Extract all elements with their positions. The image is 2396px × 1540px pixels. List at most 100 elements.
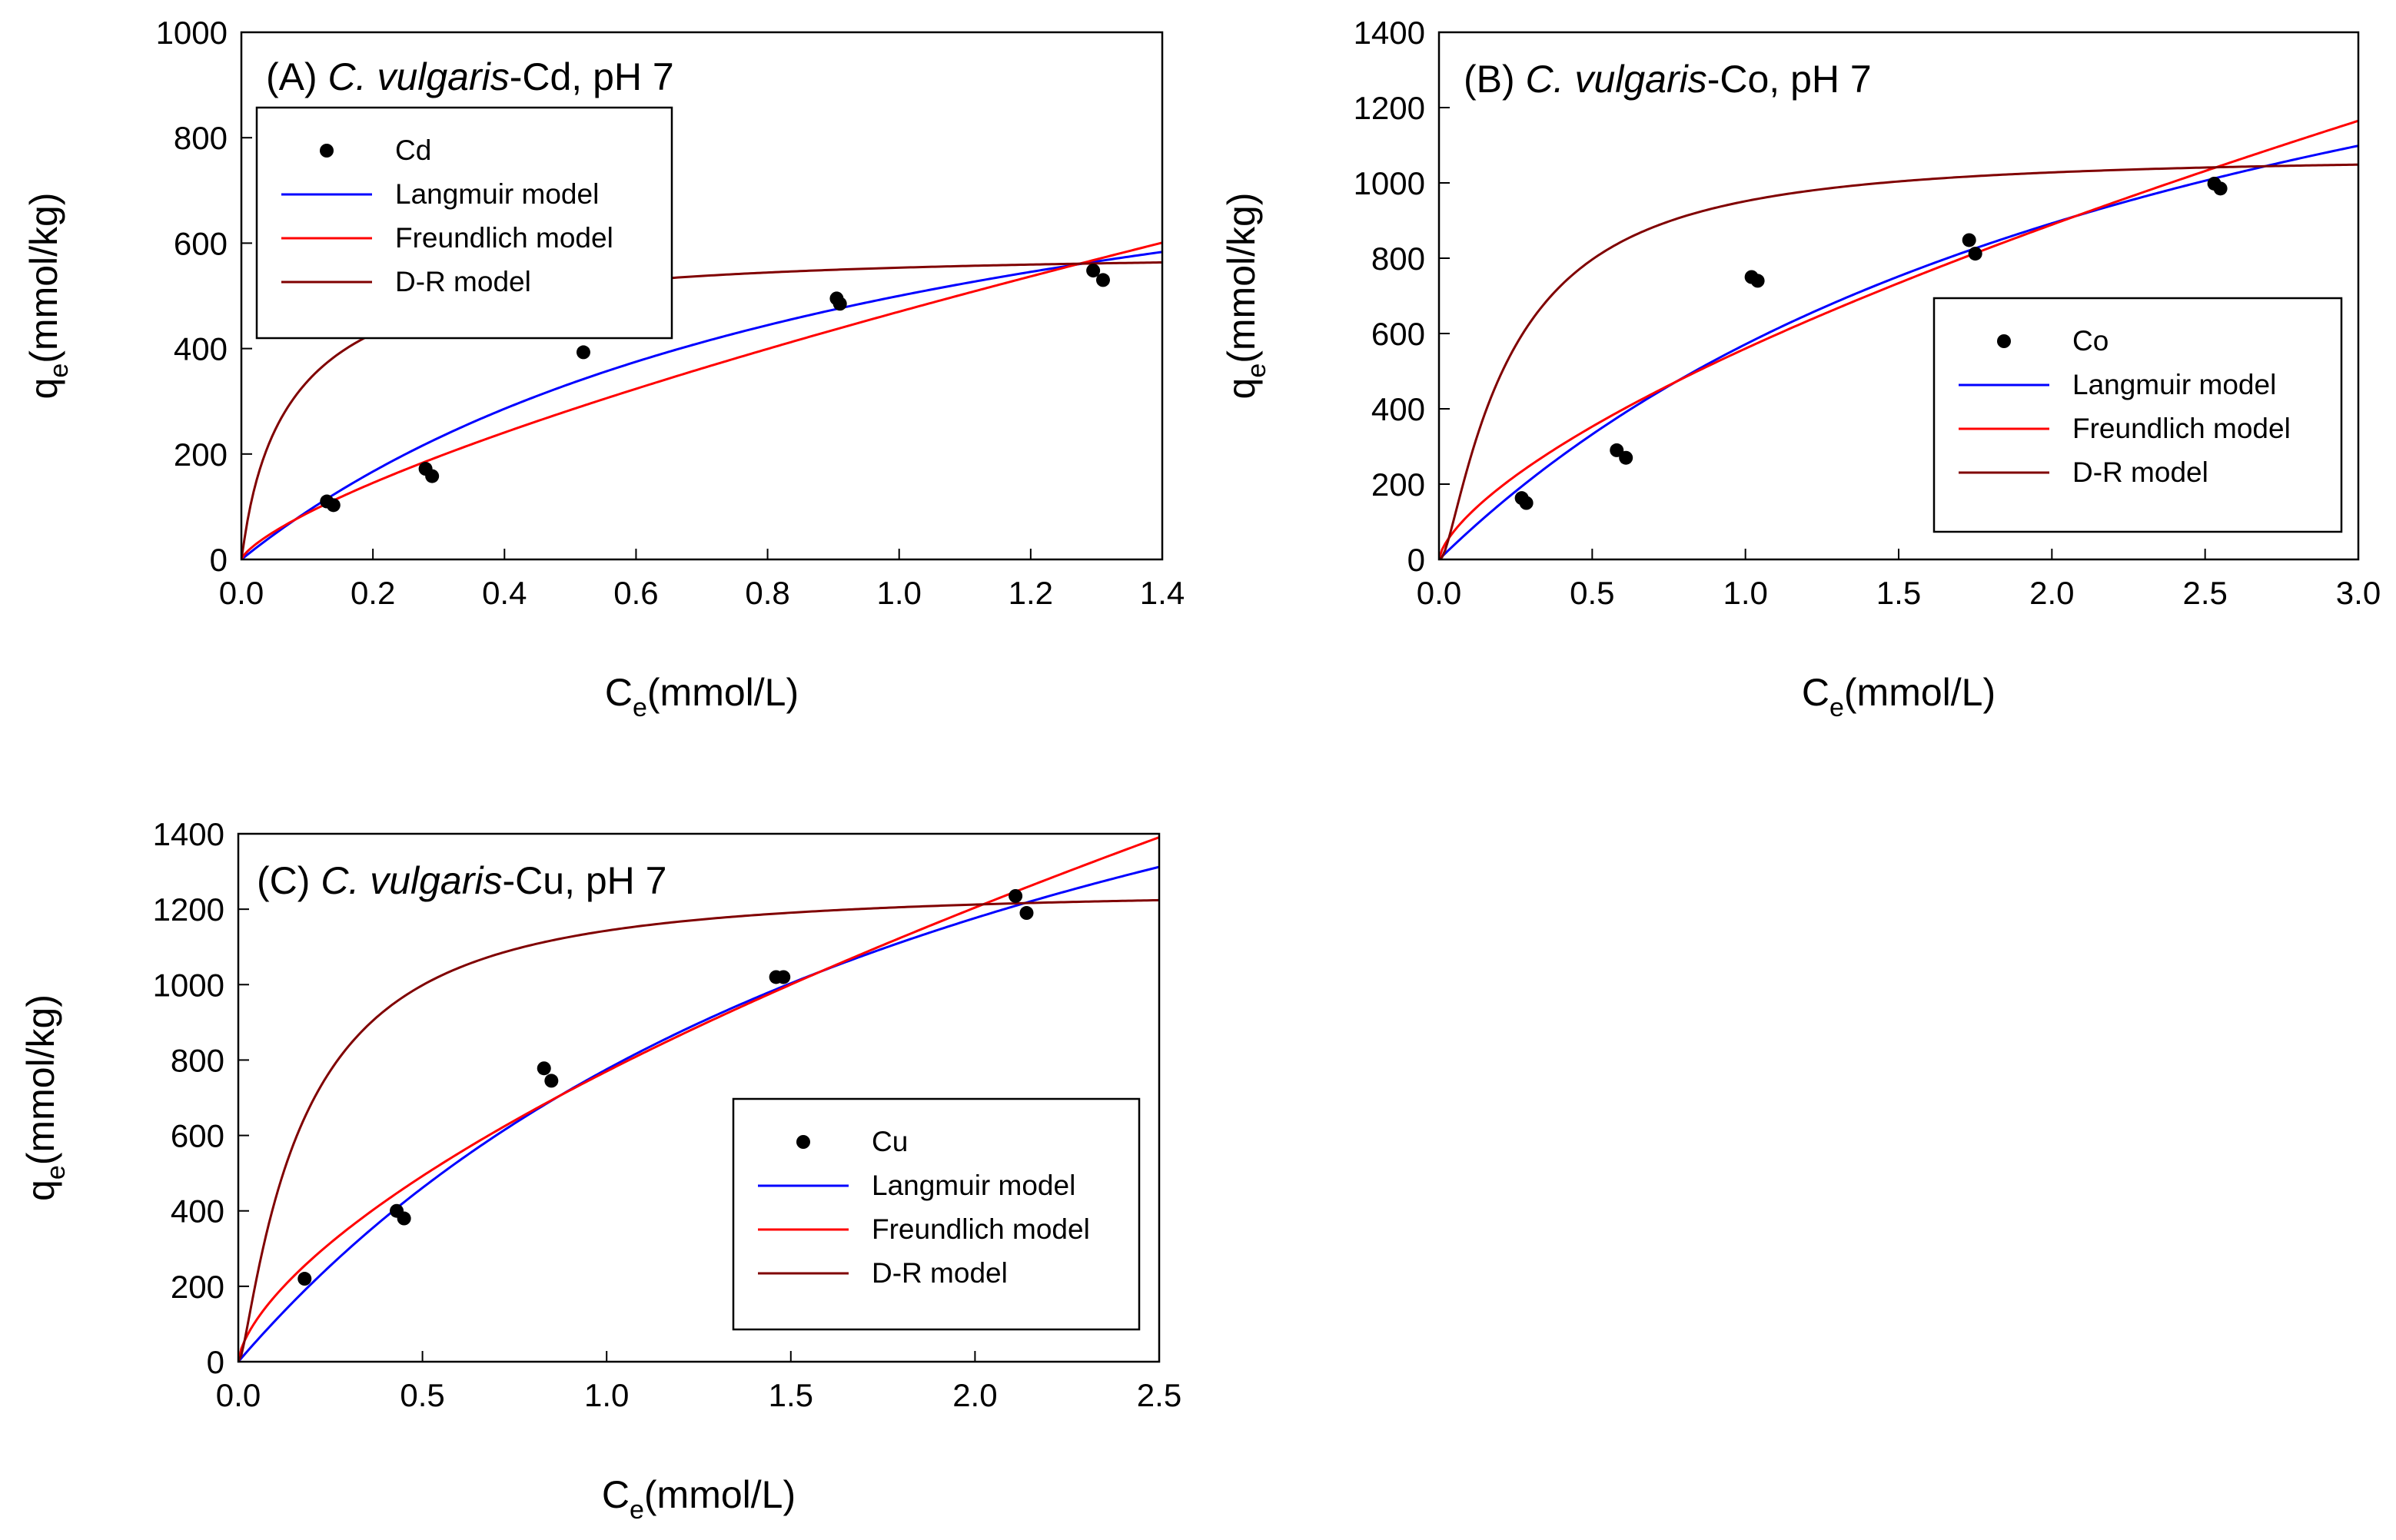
chart-c-data-point [537,1061,551,1076]
chart-a-data-point [425,469,440,483]
chart-c-plot-frame [237,832,1161,1363]
chart-b-legend-marker [1997,334,2011,348]
chart-b-data-point [1610,443,1624,457]
chart-b-xtick-label: 2.0 [2029,575,2074,611]
chart-a-langmuir-curve [241,251,1162,559]
chart-a-freundlich-curve [241,241,1162,559]
chart-a-data-point [576,345,590,360]
chart-a-xtick-label: 1.4 [1140,575,1185,611]
chart-b-data-point [1519,496,1534,510]
chart-b-legend: Co Langmuir model Freundlich model D-R mode… [1932,297,2343,533]
chart-a-data-point [1086,264,1101,278]
chart-a-legend-label: Cd [395,134,431,166]
chart-b-ytick-label: 400 [1371,391,1425,427]
chart-b-data-point [1619,450,1633,465]
chart-c-ytick-label: 800 [171,1042,224,1078]
chart-a-ytick-label: 200 [174,436,228,473]
chart-c-data-point [297,1272,312,1286]
chart-c-xtick-label: 1.5 [769,1377,813,1413]
chart-c-ytick-label: 0 [207,1344,224,1380]
chart-a-ytick-label: 400 [174,331,228,367]
chart-b: 0.0 0.5 1.0 1.5 2.0 2.5 3.0 0 200 400 600 800 1000 12… [1220,15,2381,722]
chart-b-ytick-label: 1200 [1354,90,1425,126]
chart-b-data-point [1750,274,1765,288]
chart-c-xaxis-label: Ce(mmol/L) [602,1473,796,1525]
chart-a-xtick-label: 0.6 [613,575,658,611]
chart-a-xaxis-label: Ce(mmol/L) [605,671,799,722]
chart-c-xtick-label: 0.0 [216,1377,261,1413]
chart-b-langmuir-curve [1439,144,2358,559]
chart-a-xtick-label: 1.2 [1009,575,1053,611]
chart-b-plot-frame [1437,31,2360,561]
chart-a-ytick-label: 600 [174,225,228,261]
chart-a-ytick-label: 1000 [156,15,228,51]
chart-a-data-point [1095,273,1110,287]
chart-b-title: (B) C. vulgaris-Co, pH 7 [1464,58,1872,101]
chart-b-data-point [2213,181,2228,196]
chart-c-xtick-label: 2.5 [1137,1377,1181,1413]
chart-b-xtick-label: 1.5 [1876,575,1921,611]
chart-c-xtick-label: 2.0 [952,1377,997,1413]
chart-c-legend-label: D-R model [872,1257,1008,1289]
chart-b-yaxis-label: qe(mmol/kg) [1220,193,1271,400]
chart-b-ytick-label: 1000 [1354,165,1425,201]
chart-b-ytick-label: 800 [1371,241,1425,277]
chart-b-dr-curve [1439,163,2358,559]
chart-c-data-point [397,1211,411,1226]
chart-c: 0.0 0.5 1.0 1.5 2.0 2.5 0 200 400 600 800 1000 1200 1… [19,816,1181,1525]
chart-c-freundlich-curve [238,836,1159,1362]
chart-a-xtick-label: 1.0 [877,575,922,611]
chart-c-yaxis-label: qe(mmol/kg) [19,994,71,1201]
chart-b-legend-label: D-R model [2072,456,2208,488]
chart-b-legend-label: Freundlich model [2072,413,2291,444]
chart-c-title: (C) C. vulgaris-Cu, pH 7 [257,859,666,902]
chart-c-legend-label: Cu [872,1126,908,1157]
chart-c-data-point [776,970,791,984]
chart-b-legend-label: Co [2072,325,2109,357]
chart-b-xtick-label: 3.0 [2336,575,2381,611]
chart-b-ytick-label: 200 [1371,466,1425,503]
chart-a-ytick-label: 0 [210,542,228,578]
chart-b-freundlich-curve [1439,119,2358,559]
chart-c-xtick-label: 0.5 [400,1377,444,1413]
chart-b-data-point [1968,247,1982,261]
chart-a-plot-frame [240,31,1164,561]
chart-a: 0.0 0.2 0.4 0.6 0.8 1.0 1.2 1.4 0 200 400 600 800 100… [22,15,1185,722]
chart-c-data-point [544,1074,559,1088]
chart-c-ytick-label: 400 [171,1193,224,1230]
chart-a-legend-label: Freundlich model [395,222,613,254]
chart-c-legend-label: Langmuir model [872,1170,1075,1201]
chart-b-legend-label: Langmuir model [2072,369,2276,400]
chart-c-ytick-label: 1000 [153,967,224,1003]
chart-a-xtick-label: 0.0 [219,575,264,611]
chart-a-data-point [832,297,847,311]
chart-c-legend: Cu Langmuir model Freundlich model D-R mode… [732,1097,1141,1331]
chart-a-legend-label: D-R model [395,266,531,297]
chart-b-xtick-label: 1.0 [1723,575,1767,611]
chart-c-data-point [1019,906,1034,921]
chart-a-legend: Cd Langmuir model Freundlich model D-R mode… [255,106,673,340]
chart-a-data-point [326,498,341,513]
chart-b-xtick-label: 0.0 [1417,575,1461,611]
chart-c-data-point [1009,888,1023,903]
chart-b-ytick-label: 600 [1371,316,1425,352]
chart-b-ytick-label: 0 [1407,542,1425,578]
chart-a-ytick-label: 800 [174,120,228,156]
chart-a-yaxis-label: qe(mmol/kg) [22,193,74,400]
chart-b-ytick-label: 1400 [1354,15,1425,51]
chart-a-title: (A) C. vulgaris-Cd, pH 7 [266,55,674,98]
chart-c-legend-label: Freundlich model [872,1213,1090,1245]
chart-c-dr-curve [238,898,1159,1362]
chart-b-xtick-label: 0.5 [1570,575,1614,611]
chart-c-ytick-label: 200 [171,1269,224,1305]
chart-c-legend-marker [796,1135,810,1149]
chart-b-data-point [1962,233,1976,247]
chart-b-xaxis-label: Ce(mmol/L) [1802,671,1996,722]
chart-c-ytick-label: 1400 [153,816,224,852]
chart-a-xtick-label: 0.8 [745,575,789,611]
chart-a-legend-label: Langmuir model [395,178,599,210]
chart-a-xtick-label: 0.4 [482,575,527,611]
chart-c-ytick-label: 1200 [153,891,224,928]
chart-c-ytick-label: 600 [171,1118,224,1154]
